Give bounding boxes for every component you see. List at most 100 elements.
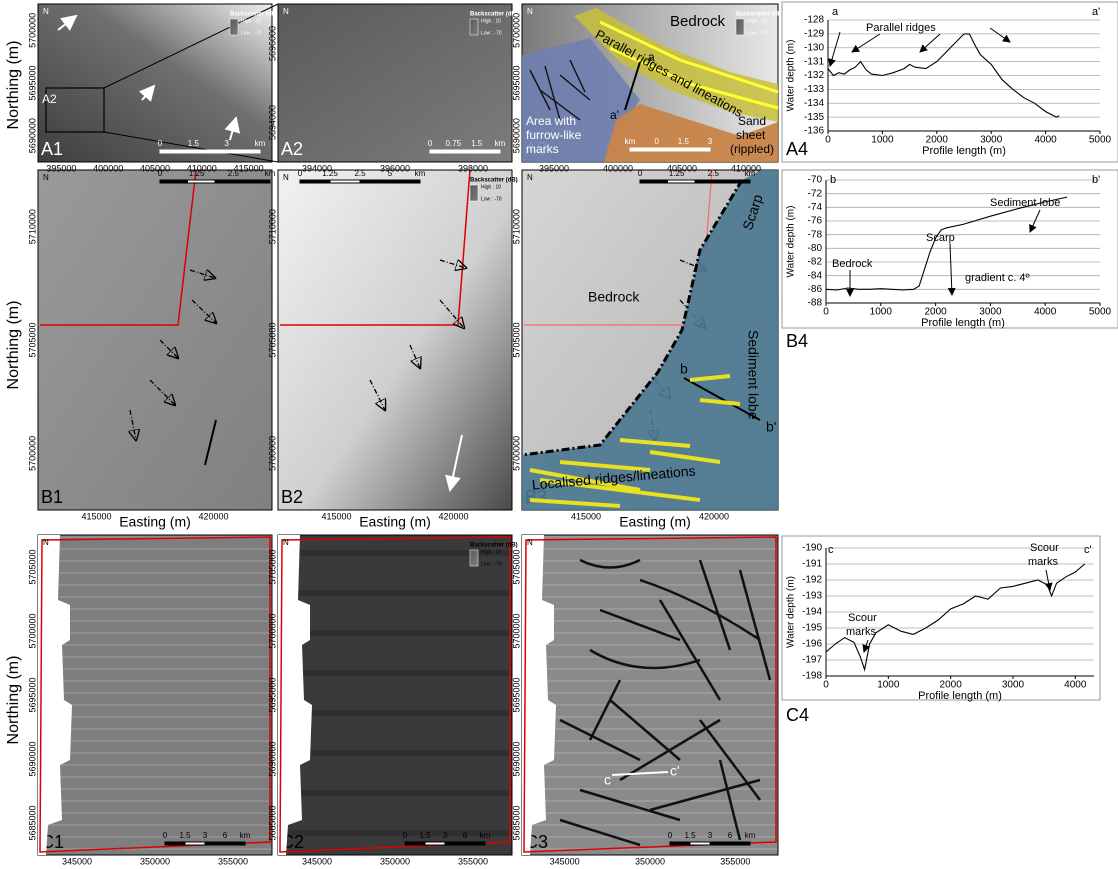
legend-low: Low : -70 bbox=[481, 561, 502, 567]
row-axis-label: Northing (m) bbox=[5, 656, 22, 745]
scale-label: km bbox=[495, 139, 506, 148]
scale-label: 2.5 bbox=[228, 169, 240, 178]
scale-label: 3 bbox=[708, 137, 713, 146]
red-outline bbox=[39, 536, 271, 853]
legend-ramp bbox=[229, 18, 239, 36]
map-panel bbox=[37, 534, 273, 856]
col-axis-label: Easting (m) bbox=[359, 514, 431, 530]
x-tick-label: 405000 bbox=[667, 163, 697, 173]
chart-annotation: Scarp bbox=[926, 232, 955, 244]
x-tick-label: 4000 bbox=[1064, 680, 1087, 691]
north-label: N bbox=[527, 538, 533, 547]
y-tick-label: 5710000 bbox=[267, 209, 277, 244]
map-annotation: a bbox=[648, 50, 655, 64]
legend-high: High : 10 bbox=[747, 18, 767, 24]
chart-annotation: marks bbox=[1028, 556, 1058, 568]
chart-annotation: b' bbox=[1092, 174, 1100, 186]
x-tick-label: 2000 bbox=[924, 307, 947, 318]
scale-bar bbox=[649, 147, 671, 152]
scale-label: km bbox=[625, 137, 636, 146]
chart-annotation: a' bbox=[1092, 6, 1100, 18]
annotation-arrow bbox=[989, 27, 1011, 43]
y-tick-label: -129 bbox=[804, 29, 824, 40]
map-panel bbox=[277, 534, 513, 856]
map-annotation: Area with bbox=[526, 114, 576, 128]
x-tick-label: 345000 bbox=[550, 856, 580, 866]
y-tick-label: -134 bbox=[804, 98, 824, 109]
scale-label: 1.5 bbox=[471, 139, 483, 148]
y-tick-label: -128 bbox=[804, 15, 824, 26]
x-tick-label: 355000 bbox=[458, 856, 488, 866]
x-tick-label: 0 bbox=[823, 307, 829, 318]
map-annotation: Sediment lobe bbox=[745, 330, 761, 420]
y-tick-label: -86 bbox=[808, 284, 823, 295]
north-label: N bbox=[283, 538, 289, 547]
y-tick-label: -196 bbox=[802, 639, 822, 650]
legend-ramp bbox=[469, 549, 479, 567]
y-tick-label: -192 bbox=[802, 575, 822, 586]
x-tick-label: 415000 bbox=[234, 163, 264, 173]
map-annotation: marks bbox=[526, 142, 559, 156]
map-annotation: a' bbox=[610, 108, 619, 122]
no-data bbox=[38, 535, 72, 855]
north-label: N bbox=[43, 538, 49, 547]
x-tick-label: 3000 bbox=[979, 307, 1002, 318]
x-tick-label: 396000 bbox=[380, 163, 410, 173]
sediment-lobe bbox=[522, 170, 778, 510]
map-annotation: furrow-like bbox=[526, 128, 582, 142]
scale-label: km bbox=[240, 831, 251, 840]
y-tick-label: -197 bbox=[802, 655, 822, 666]
scale-label: 0 bbox=[654, 137, 659, 146]
legend-title: Backscatter (dB) bbox=[470, 178, 518, 184]
chart-annotation: Bedrock bbox=[832, 258, 873, 270]
north-label: N bbox=[43, 173, 49, 182]
scale-label: 5 bbox=[388, 169, 393, 178]
ridges bbox=[529, 374, 741, 508]
arrow bbox=[204, 419, 217, 466]
x-tick-label: 2000 bbox=[926, 135, 949, 146]
legend-high: High : 10 bbox=[481, 18, 501, 24]
y-tick-label: -74 bbox=[808, 202, 823, 213]
x-tick-label: 3000 bbox=[1002, 680, 1025, 691]
y-axis-label: Water depth (m) bbox=[786, 40, 797, 112]
profile-line bbox=[611, 771, 669, 776]
zoom-line bbox=[103, 3, 279, 89]
annotation-arrow bbox=[851, 33, 881, 53]
y-tick-label: -132 bbox=[804, 70, 824, 81]
chart-annotation: gradient c. 4º bbox=[965, 272, 1030, 284]
scale-label: 6 bbox=[728, 831, 733, 840]
x-tick-label: 0 bbox=[825, 135, 831, 146]
panel-label: C4 bbox=[786, 705, 809, 725]
inset-box bbox=[45, 87, 105, 133]
legend-title: Backscatter (dB) bbox=[736, 12, 784, 18]
y-tick-label: 5690000 bbox=[27, 118, 37, 153]
chart-annotation: Sediment lobe bbox=[990, 197, 1060, 209]
x-tick-label: 420000 bbox=[699, 511, 729, 521]
y-tick-label: -78 bbox=[808, 229, 823, 240]
scale-label: km bbox=[745, 831, 756, 840]
panel-label: A2 bbox=[281, 139, 303, 159]
chart-annotation: a bbox=[832, 6, 839, 18]
y-tick-label: -88 bbox=[808, 298, 823, 309]
y-tick-label: -190 bbox=[802, 543, 822, 554]
north-label: N bbox=[527, 7, 533, 16]
no-data bbox=[522, 535, 556, 855]
y-tick-label: -191 bbox=[802, 559, 822, 570]
scale-label: 0 bbox=[158, 139, 163, 148]
furrow-area bbox=[522, 38, 640, 162]
y-tick-label: -70 bbox=[808, 175, 823, 186]
x-tick-label: 415000 bbox=[571, 511, 601, 521]
scale-label: 3 bbox=[224, 139, 229, 148]
scale-label: 1.5 bbox=[419, 831, 431, 840]
y-tick-label: -80 bbox=[808, 243, 823, 254]
x-tick-label: 1000 bbox=[877, 680, 900, 691]
y-tick-label: 5695000 bbox=[511, 677, 521, 712]
y-tick-label: -72 bbox=[808, 188, 823, 199]
map-annotation: Bedrock bbox=[670, 13, 726, 30]
arrow bbox=[445, 434, 463, 492]
red-outline bbox=[523, 536, 777, 853]
scale-label: 3 bbox=[708, 831, 713, 840]
y-tick-label: 5705000 bbox=[267, 322, 277, 357]
profile-line bbox=[825, 196, 1068, 291]
scale-label: 0 bbox=[638, 169, 643, 178]
